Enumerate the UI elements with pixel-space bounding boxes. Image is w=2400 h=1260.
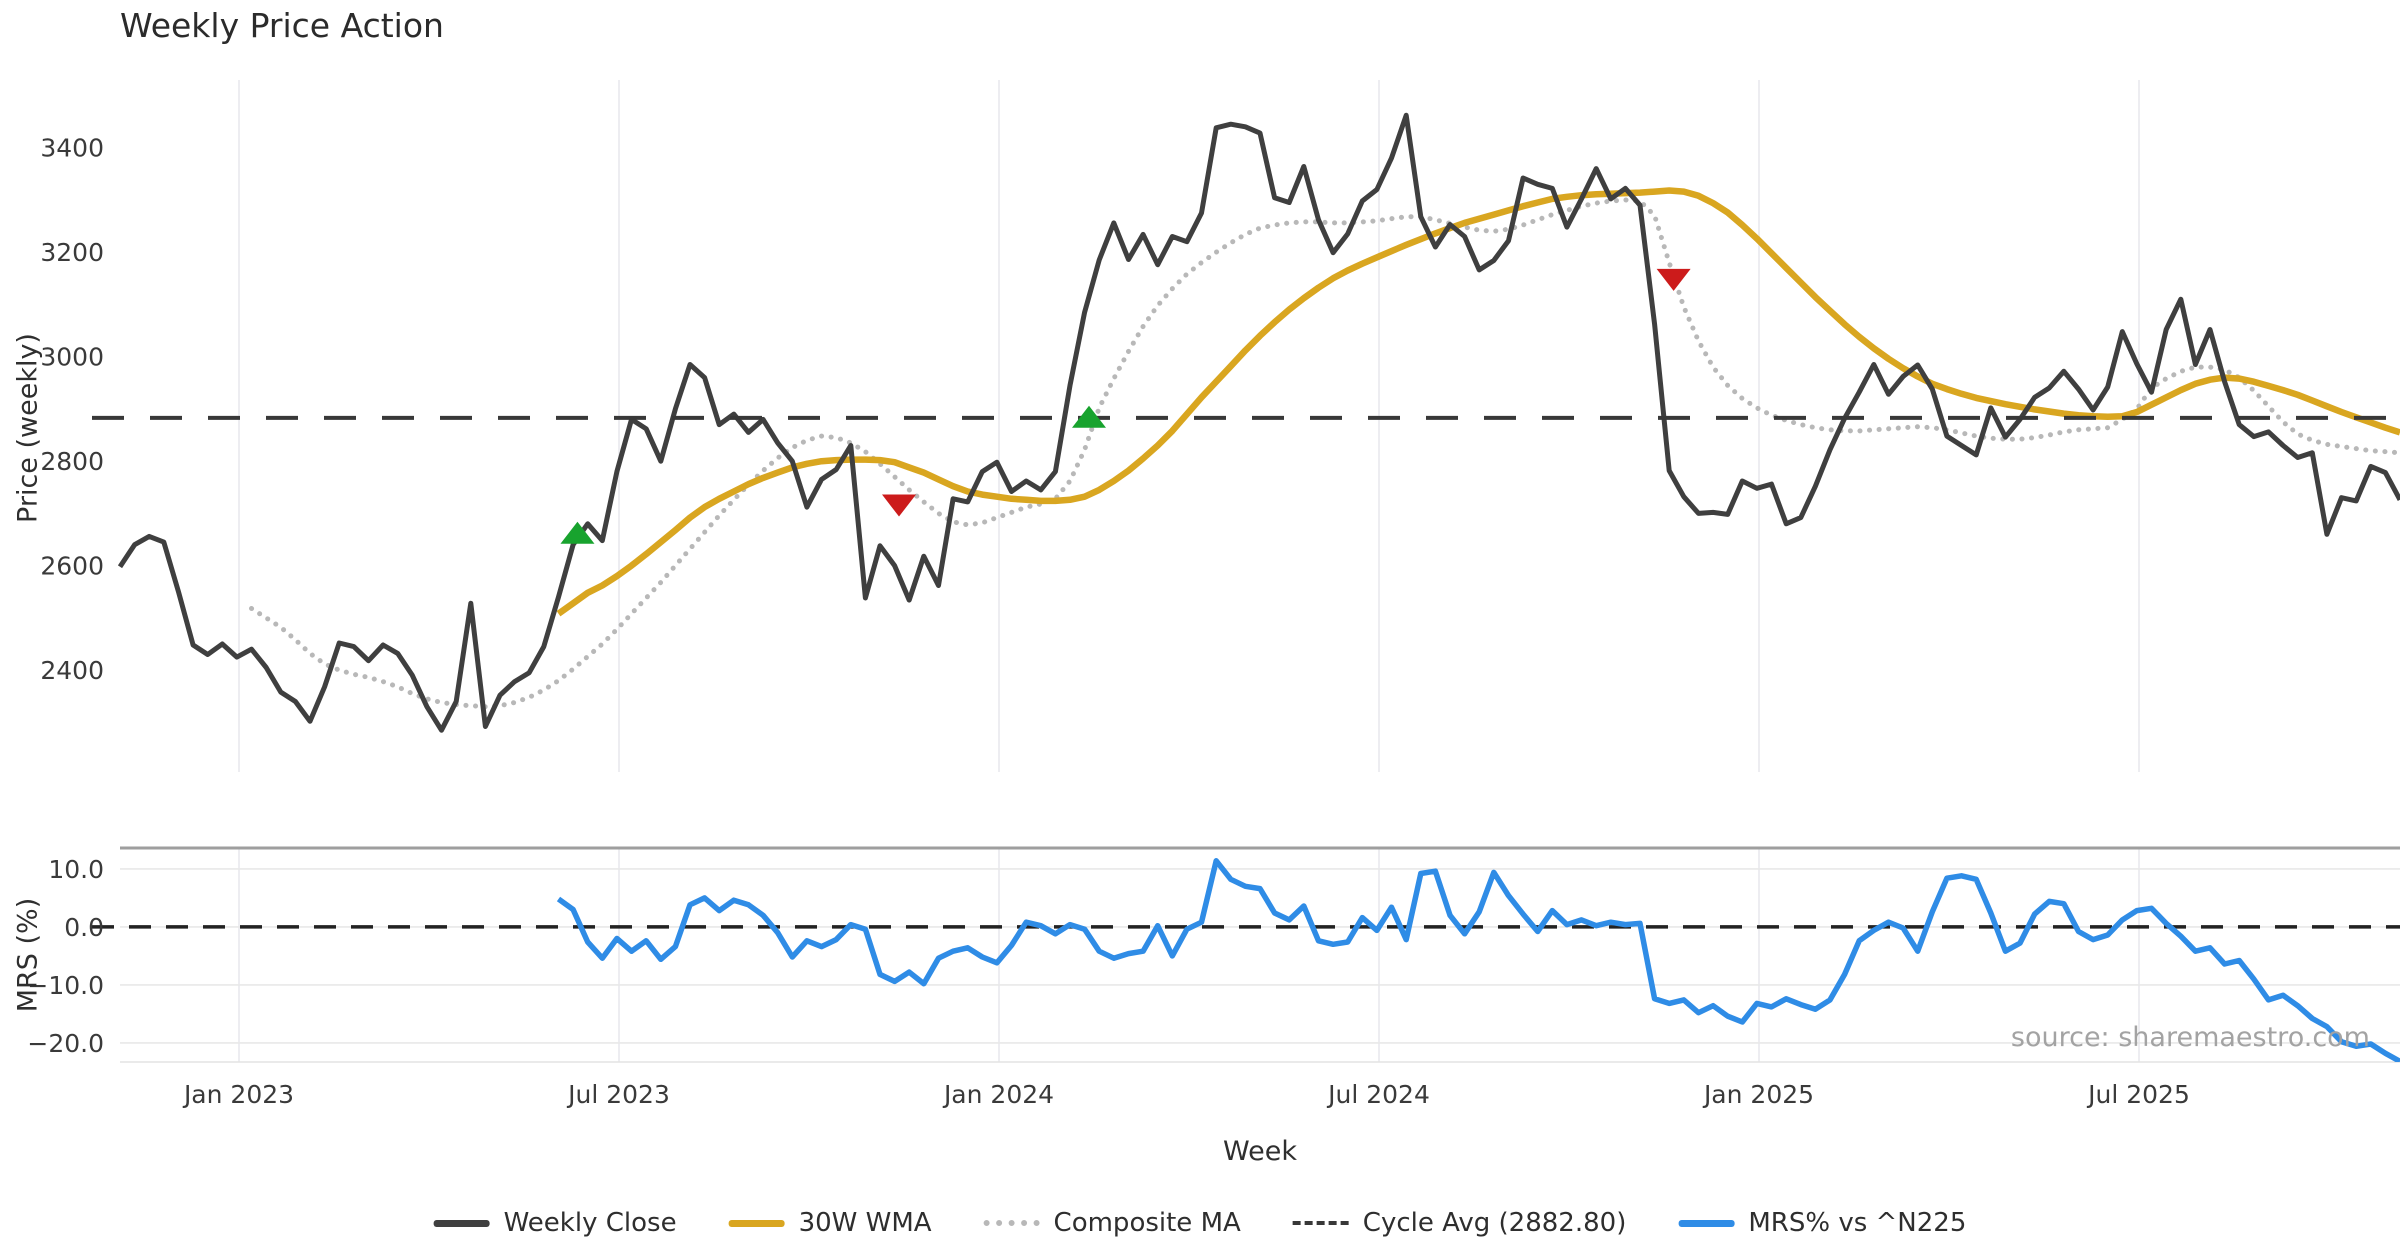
x-tick-label: Jan 2025 <box>1702 1080 1814 1109</box>
legend-swatch-weekly_close <box>433 1219 490 1227</box>
price-tick-label: 2600 <box>40 552 104 581</box>
price-axis-label: Price (weekly) <box>12 333 44 523</box>
price-tick-label: 3200 <box>40 238 104 267</box>
buy-signal-marker <box>1072 405 1106 428</box>
legend-swatch-wma30 <box>728 1219 785 1227</box>
legend-label: Weekly Close <box>503 1208 677 1238</box>
mrs-axis-label: MRS (%) <box>12 897 44 1013</box>
mrs-line <box>556 858 2400 1062</box>
mrs-tick-label: 10.0 <box>48 855 104 884</box>
legend-item-wma30: 30W WMA <box>728 1208 932 1238</box>
mrs-tick-label: 0.0 <box>64 913 104 942</box>
legend-label: Cycle Avg (2882.80) <box>1362 1208 1627 1238</box>
legend-label: 30W WMA <box>798 1208 932 1238</box>
x-tick-label: Jan 2024 <box>942 1080 1054 1109</box>
x-tick-label: Jul 2024 <box>1326 1080 1430 1109</box>
sell-signal-marker <box>1656 268 1691 291</box>
legend-label: Composite MA <box>1053 1208 1241 1238</box>
sell-signal-marker <box>882 494 916 517</box>
legend-label: MRS% vs ^N225 <box>1748 1208 1967 1238</box>
x-tick-label: Jul 2023 <box>566 1080 670 1109</box>
legend-item-composite_ma: Composite MA <box>983 1208 1241 1238</box>
price-tick-label: 3400 <box>40 134 104 163</box>
x-tick-label: Jan 2023 <box>182 1080 294 1109</box>
source-attribution: source: sharemaestro.com <box>2010 1022 2370 1053</box>
price-tick-label: 2800 <box>40 447 104 476</box>
chart-legend: Weekly Close 30W WMA Composite MA Cycle Avg… <box>433 1208 1966 1238</box>
composite-ma-line <box>249 197 2400 710</box>
wma30-line <box>556 187 2400 617</box>
x-tick-label: Jul 2025 <box>2086 1080 2190 1109</box>
x-axis-label: Week <box>1223 1136 1297 1167</box>
legend-swatch-cycle_avg <box>1292 1221 1349 1225</box>
legend-item-mrs: MRS% vs ^N225 <box>1678 1208 1966 1238</box>
page-title: Weekly Price Action <box>120 6 444 45</box>
price-tick-label: 2400 <box>40 656 104 685</box>
buy-signal-marker <box>560 521 595 544</box>
mrs-tick-label: −20.0 <box>27 1029 104 1058</box>
legend-item-weekly_close: Weekly Close <box>433 1208 677 1238</box>
mrs-tick-label: −10.0 <box>27 971 104 1000</box>
weekly-close-line <box>117 112 2400 733</box>
legend-item-cycle_avg: Cycle Avg (2882.80) <box>1292 1208 1627 1238</box>
price-tick-label: 3000 <box>40 343 104 372</box>
legend-swatch-mrs <box>1678 1219 1735 1227</box>
legend-swatch-composite_ma <box>983 1220 1040 1226</box>
